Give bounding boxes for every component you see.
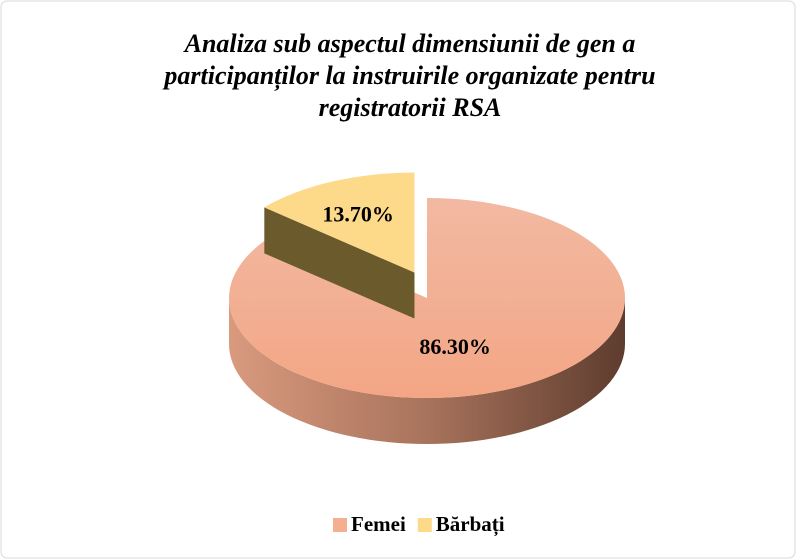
slice (228, 198, 626, 398)
slice (264, 172, 415, 273)
data-label: 86.30% (419, 334, 491, 359)
legend-label: Femei (351, 512, 406, 536)
slice-cut-face (264, 207, 415, 319)
chart-title: Analiza sub aspectul dimensiunii de gen … (164, 29, 656, 122)
data-label: 13.70% (322, 201, 394, 226)
slice-side (229, 298, 625, 444)
legend-swatch (333, 518, 347, 532)
legend-label: Bărbați (436, 512, 505, 537)
legend-swatch (417, 518, 432, 532)
